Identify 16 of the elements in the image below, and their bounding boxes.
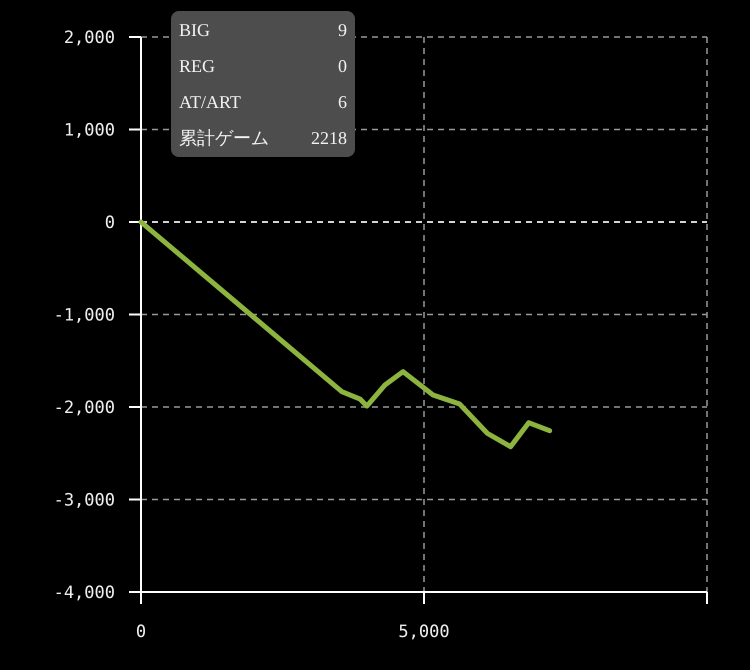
y-tick-label: -2,000 [54,398,115,418]
y-tick-label: 0 [104,213,115,233]
y-tick-label: 2,000 [64,28,115,48]
annotation: REG [179,56,215,76]
annotation: 9 [338,20,347,40]
y-tick-label: -1,000 [54,306,115,326]
annotation: 6 [338,92,347,112]
y-tick-label: -3,000 [54,490,115,510]
annotation: 0 [338,56,347,76]
y-tick-label: -4,000 [54,583,115,603]
annotation: AT/ART [179,92,241,112]
y-tick-label: 1,000 [64,120,115,140]
x-tick-label: 5,000 [398,622,450,642]
annotation: 2218 [311,128,347,148]
annotation: BIG [179,20,210,40]
annotation: 累計ゲーム [179,128,269,148]
